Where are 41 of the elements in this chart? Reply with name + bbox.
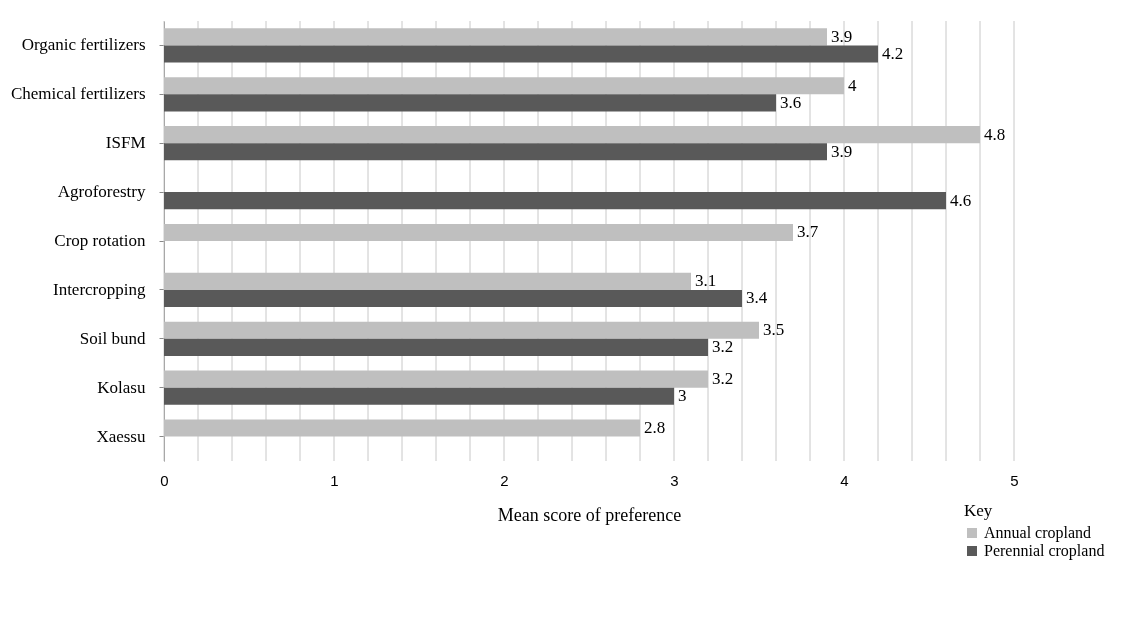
x-tick-label: 4 <box>840 471 849 489</box>
y-tick-label: ISFM <box>105 133 146 153</box>
bar <box>164 338 708 356</box>
y-tick-label: Xaessu <box>96 426 146 446</box>
y-tick-label: Organic fertilizers <box>21 35 146 55</box>
x-tick-label: 1 <box>330 471 339 489</box>
x-tick-label: 5 <box>1010 471 1019 489</box>
data-label: 3.7 <box>797 222 819 242</box>
y-tick-label: Soil bund <box>79 328 146 348</box>
data-label: 3.2 <box>712 369 734 389</box>
data-label: 4.6 <box>950 190 972 210</box>
x-tick-label: 3 <box>670 471 679 489</box>
bar <box>164 45 878 63</box>
data-label: 3.6 <box>780 92 802 112</box>
legend-title: Key <box>964 501 993 520</box>
bar <box>164 143 827 161</box>
data-label: 4.8 <box>984 124 1006 144</box>
data-label: 3.9 <box>831 26 853 46</box>
data-label: 3.2 <box>712 337 734 357</box>
y-tick-label: Chemical fertilizers <box>10 84 146 104</box>
data-label: 4 <box>848 75 857 95</box>
legend-label: Annual cropland <box>984 524 1092 542</box>
bar <box>164 192 946 210</box>
data-label: 3.5 <box>763 320 785 340</box>
y-tick-label: Agroforestry <box>57 182 146 202</box>
legend-label: Perennial cropland <box>984 542 1105 560</box>
y-tick-label: Crop rotation <box>54 231 146 250</box>
bar <box>164 387 674 405</box>
x-tick-label: 0 <box>160 471 169 489</box>
data-label: 4.2 <box>882 44 904 63</box>
bar <box>164 289 742 307</box>
data-label: 3.1 <box>695 271 717 291</box>
x-tick-label: 2 <box>500 471 509 489</box>
y-tick-label: Intercropping <box>52 279 146 299</box>
data-label: 2.8 <box>644 418 666 437</box>
data-label: 3.9 <box>831 141 853 161</box>
y-tick-label: Kolasu <box>97 377 146 397</box>
data-label: 3.4 <box>746 288 768 308</box>
bar <box>164 94 776 112</box>
data-label: 3 <box>678 386 687 406</box>
x-axis-title: Mean score of preference <box>497 504 682 525</box>
